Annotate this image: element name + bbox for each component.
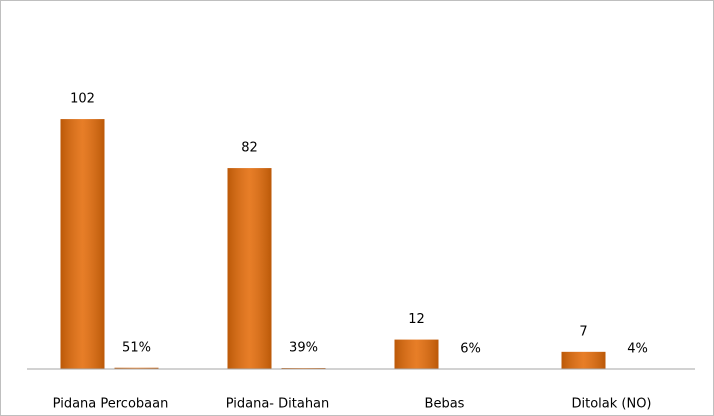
data-label: 51% [122,340,151,355]
bar-shade [394,339,439,369]
data-label: 4% [627,341,648,356]
x-tick-label: Pidana- Ditahan [226,397,330,412]
data-label: 102 [70,92,95,107]
bar-shade [114,367,159,369]
x-tick-label: Pidana Percobaan [53,397,169,412]
x-tick-label: Ditolak (NO) [571,397,651,412]
data-label: 6% [460,341,481,356]
bar-shade [227,168,272,369]
data-label: 39% [289,341,318,356]
x-tick-label: Bebas [425,397,465,412]
bar-shade [561,351,606,369]
data-label: 12 [408,312,425,327]
data-label: 7 [579,324,587,339]
data-label: 82 [241,141,258,156]
bar-shade [60,119,105,369]
